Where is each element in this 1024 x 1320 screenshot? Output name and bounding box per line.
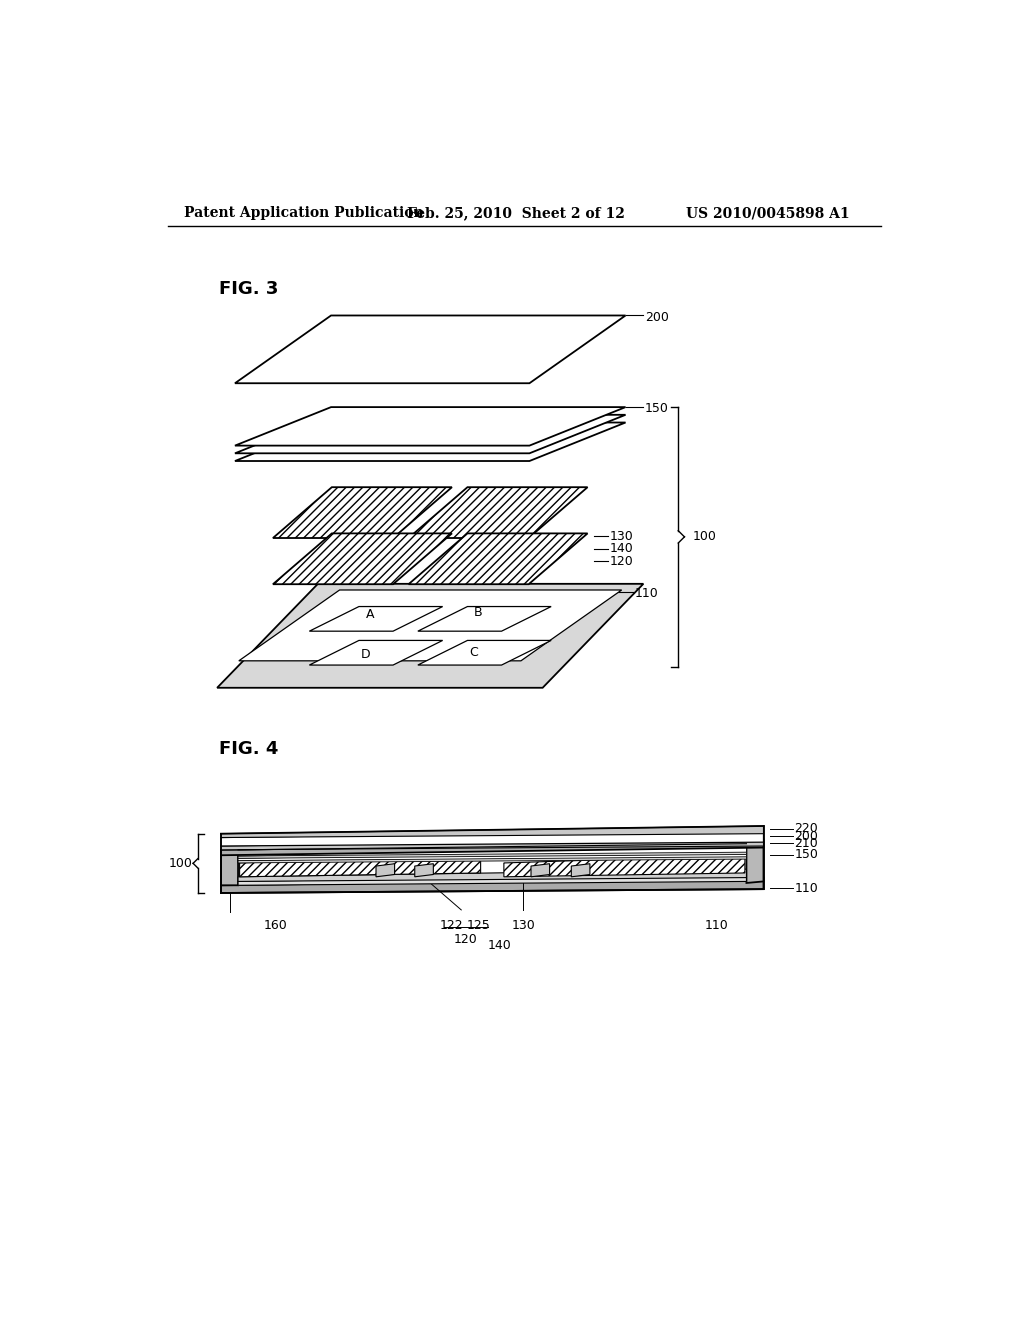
Polygon shape (409, 533, 588, 585)
Text: 120: 120 (454, 933, 478, 946)
Polygon shape (415, 863, 433, 876)
Text: 122: 122 (440, 919, 464, 932)
Text: 160: 160 (264, 919, 288, 932)
Polygon shape (309, 640, 442, 665)
Text: FIG. 3: FIG. 3 (219, 280, 279, 298)
Text: 200: 200 (645, 310, 669, 323)
Polygon shape (221, 826, 764, 837)
Polygon shape (221, 830, 764, 846)
Polygon shape (409, 487, 588, 539)
Text: 110: 110 (635, 586, 658, 599)
Polygon shape (234, 422, 626, 461)
Polygon shape (309, 607, 442, 631)
Text: 100: 100 (168, 857, 193, 870)
Polygon shape (273, 487, 452, 539)
Text: 130: 130 (511, 919, 536, 932)
Polygon shape (238, 853, 746, 863)
Polygon shape (217, 583, 643, 688)
Text: A: A (366, 607, 374, 620)
Polygon shape (234, 315, 626, 383)
Polygon shape (571, 863, 590, 876)
Polygon shape (273, 533, 452, 585)
Text: 140: 140 (609, 543, 633, 556)
Polygon shape (238, 850, 746, 861)
Text: FIG. 4: FIG. 4 (219, 739, 279, 758)
Polygon shape (238, 849, 746, 858)
Text: 120: 120 (609, 554, 633, 568)
Polygon shape (240, 855, 480, 876)
Polygon shape (238, 846, 746, 855)
Polygon shape (239, 590, 622, 661)
Text: 150: 150 (645, 403, 669, 416)
Text: 130: 130 (609, 529, 633, 543)
Polygon shape (221, 842, 764, 855)
Polygon shape (221, 878, 764, 892)
Polygon shape (238, 869, 746, 882)
Text: 210: 210 (795, 837, 818, 850)
Polygon shape (531, 863, 550, 876)
Polygon shape (504, 855, 744, 876)
Polygon shape (418, 640, 551, 665)
Text: 140: 140 (488, 940, 512, 952)
Text: 150: 150 (795, 849, 818, 862)
Text: 220: 220 (795, 822, 818, 836)
Text: D: D (360, 648, 370, 661)
Text: 125: 125 (466, 919, 490, 932)
Polygon shape (376, 863, 394, 876)
Text: Feb. 25, 2010  Sheet 2 of 12: Feb. 25, 2010 Sheet 2 of 12 (407, 206, 625, 220)
Polygon shape (221, 850, 238, 886)
Text: 200: 200 (795, 829, 818, 842)
Text: 100: 100 (692, 531, 716, 544)
Text: B: B (474, 606, 482, 619)
Polygon shape (221, 838, 764, 850)
Text: C: C (469, 647, 478, 659)
Text: US 2010/0045898 A1: US 2010/0045898 A1 (686, 206, 850, 220)
Polygon shape (234, 414, 626, 453)
Text: 110: 110 (795, 882, 818, 895)
Polygon shape (746, 840, 764, 883)
Polygon shape (234, 407, 626, 446)
Text: Patent Application Publication: Patent Application Publication (183, 206, 424, 220)
Polygon shape (238, 874, 746, 886)
Polygon shape (418, 607, 551, 631)
Text: 110: 110 (706, 919, 729, 932)
